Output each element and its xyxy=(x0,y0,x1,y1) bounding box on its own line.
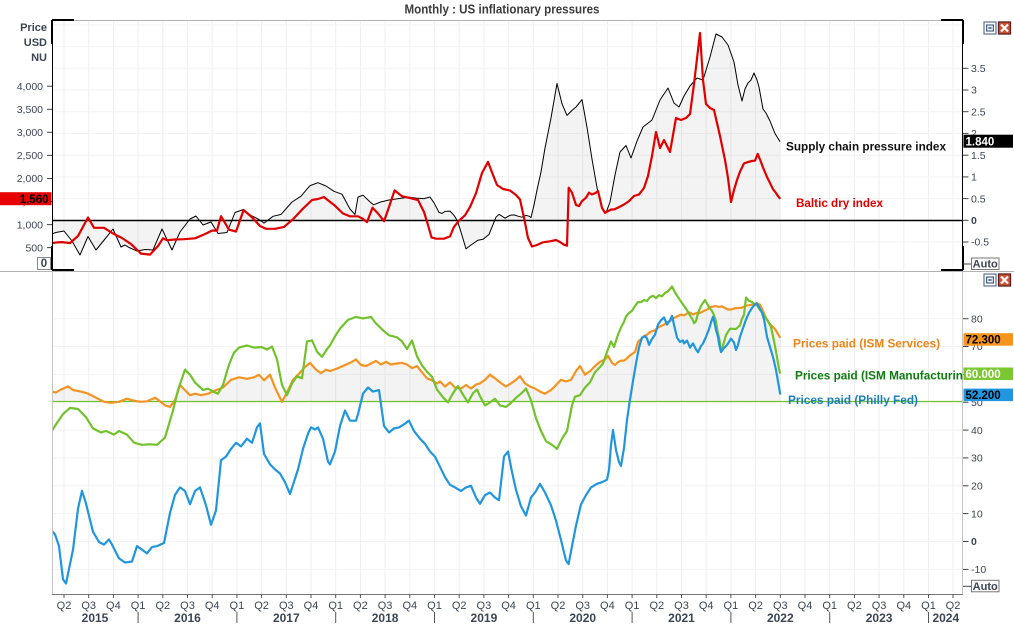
svg-text:2020: 2020 xyxy=(569,611,596,625)
svg-text:2019: 2019 xyxy=(471,611,498,625)
svg-text:Q1: Q1 xyxy=(724,600,739,612)
svg-text:Q3: Q3 xyxy=(180,600,195,612)
svg-text:Q2: Q2 xyxy=(847,600,862,612)
svg-text:NU: NU xyxy=(31,52,47,64)
svg-text:Q2: Q2 xyxy=(551,600,566,612)
svg-text:Q4: Q4 xyxy=(205,600,220,612)
svg-text:Q2: Q2 xyxy=(254,600,269,612)
svg-text:Q2: Q2 xyxy=(946,600,961,612)
svg-text:0: 0 xyxy=(971,215,977,227)
svg-text:Auto: Auto xyxy=(973,259,998,271)
svg-text:2,500: 2,500 xyxy=(17,150,43,162)
svg-text:30: 30 xyxy=(971,453,983,465)
svg-text:Q4: Q4 xyxy=(699,600,714,612)
svg-text:Q4: Q4 xyxy=(600,600,615,612)
svg-text:2: 2 xyxy=(971,128,977,140)
svg-text:2021: 2021 xyxy=(668,611,695,625)
svg-text:Q2: Q2 xyxy=(452,600,467,612)
svg-text:Q3: Q3 xyxy=(81,600,96,612)
svg-text:Auto: Auto xyxy=(973,581,998,593)
svg-text:Q4: Q4 xyxy=(896,600,911,612)
svg-text:10: 10 xyxy=(971,508,983,520)
svg-text:2015: 2015 xyxy=(82,611,109,625)
svg-text:2,000: 2,000 xyxy=(17,173,43,185)
svg-text:2017: 2017 xyxy=(273,611,300,625)
svg-text:-10: -10 xyxy=(971,564,986,576)
svg-text:80: 80 xyxy=(971,313,983,325)
svg-text:3.5: 3.5 xyxy=(971,63,986,75)
svg-text:Q1: Q1 xyxy=(131,600,146,612)
svg-text:Prices paid (ISM Services): Prices paid (ISM Services) xyxy=(793,337,940,351)
svg-text:1,000: 1,000 xyxy=(17,219,43,231)
svg-text:2018: 2018 xyxy=(372,611,399,625)
svg-text:-0.5: -0.5 xyxy=(971,237,989,249)
svg-text:70: 70 xyxy=(971,341,983,353)
svg-text:2.5: 2.5 xyxy=(971,106,986,118)
svg-text:20: 20 xyxy=(971,481,983,493)
svg-text:Baltic dry index: Baltic dry index xyxy=(796,196,883,210)
svg-text:Q2: Q2 xyxy=(155,600,170,612)
svg-text:Q4: Q4 xyxy=(402,600,417,612)
svg-text:2016: 2016 xyxy=(174,611,201,625)
svg-text:50: 50 xyxy=(971,397,983,409)
svg-text:Q1: Q1 xyxy=(328,600,343,612)
svg-text:40: 40 xyxy=(971,425,983,437)
svg-text:Q4: Q4 xyxy=(106,600,121,612)
svg-text:3,500: 3,500 xyxy=(17,104,43,116)
svg-text:Q3: Q3 xyxy=(773,600,788,612)
svg-text:3,000: 3,000 xyxy=(17,127,43,139)
svg-text:Q1: Q1 xyxy=(230,600,245,612)
svg-text:0: 0 xyxy=(971,536,977,548)
svg-text:1.840: 1.840 xyxy=(966,137,995,149)
svg-text:Price: Price xyxy=(20,22,47,34)
svg-text:Q3: Q3 xyxy=(575,600,590,612)
svg-text:2023: 2023 xyxy=(866,611,893,625)
svg-text:4,000: 4,000 xyxy=(17,81,43,93)
svg-text:Q3: Q3 xyxy=(674,600,689,612)
svg-text:60.000: 60.000 xyxy=(966,369,1001,381)
svg-text:2024: 2024 xyxy=(932,611,959,625)
svg-text:Q1: Q1 xyxy=(921,600,936,612)
svg-text:Q3: Q3 xyxy=(279,600,294,612)
svg-text:Q1: Q1 xyxy=(526,600,541,612)
svg-text:Q3: Q3 xyxy=(378,600,393,612)
svg-text:Supply chain pressure index: Supply chain pressure index xyxy=(786,140,946,154)
svg-text:Q1: Q1 xyxy=(427,600,442,612)
svg-text:Q1: Q1 xyxy=(822,600,837,612)
svg-text:Q3: Q3 xyxy=(872,600,887,612)
svg-text:1.5: 1.5 xyxy=(971,150,986,162)
svg-text:Q1: Q1 xyxy=(625,600,640,612)
svg-text:1,560: 1,560 xyxy=(20,194,49,206)
svg-text:Q4: Q4 xyxy=(304,600,319,612)
svg-text:Q4: Q4 xyxy=(501,600,516,612)
svg-text:Prices paid (Philly Fed): Prices paid (Philly Fed) xyxy=(788,393,918,407)
svg-text:2022: 2022 xyxy=(767,611,794,625)
svg-text:72.300: 72.300 xyxy=(966,335,1001,347)
svg-text:USD: USD xyxy=(24,37,47,49)
svg-text:500: 500 xyxy=(25,242,43,254)
svg-text:Q2: Q2 xyxy=(748,600,763,612)
svg-text:Q2: Q2 xyxy=(353,600,368,612)
svg-text:Q2: Q2 xyxy=(649,600,664,612)
svg-text:Prices paid (ISM Manufacturing: Prices paid (ISM Manufacturing) xyxy=(795,369,974,383)
svg-text:3: 3 xyxy=(971,85,977,97)
svg-text:1: 1 xyxy=(971,172,977,184)
svg-text:Q4: Q4 xyxy=(798,600,813,612)
svg-text:Monthly : US inflationary pres: Monthly : US inflationary pressures xyxy=(405,3,600,17)
svg-text:Q2: Q2 xyxy=(57,600,72,612)
svg-text:Q3: Q3 xyxy=(477,600,492,612)
svg-text:0: 0 xyxy=(41,258,47,270)
svg-text:52.200: 52.200 xyxy=(966,390,1001,402)
svg-text:0.5: 0.5 xyxy=(971,193,986,205)
